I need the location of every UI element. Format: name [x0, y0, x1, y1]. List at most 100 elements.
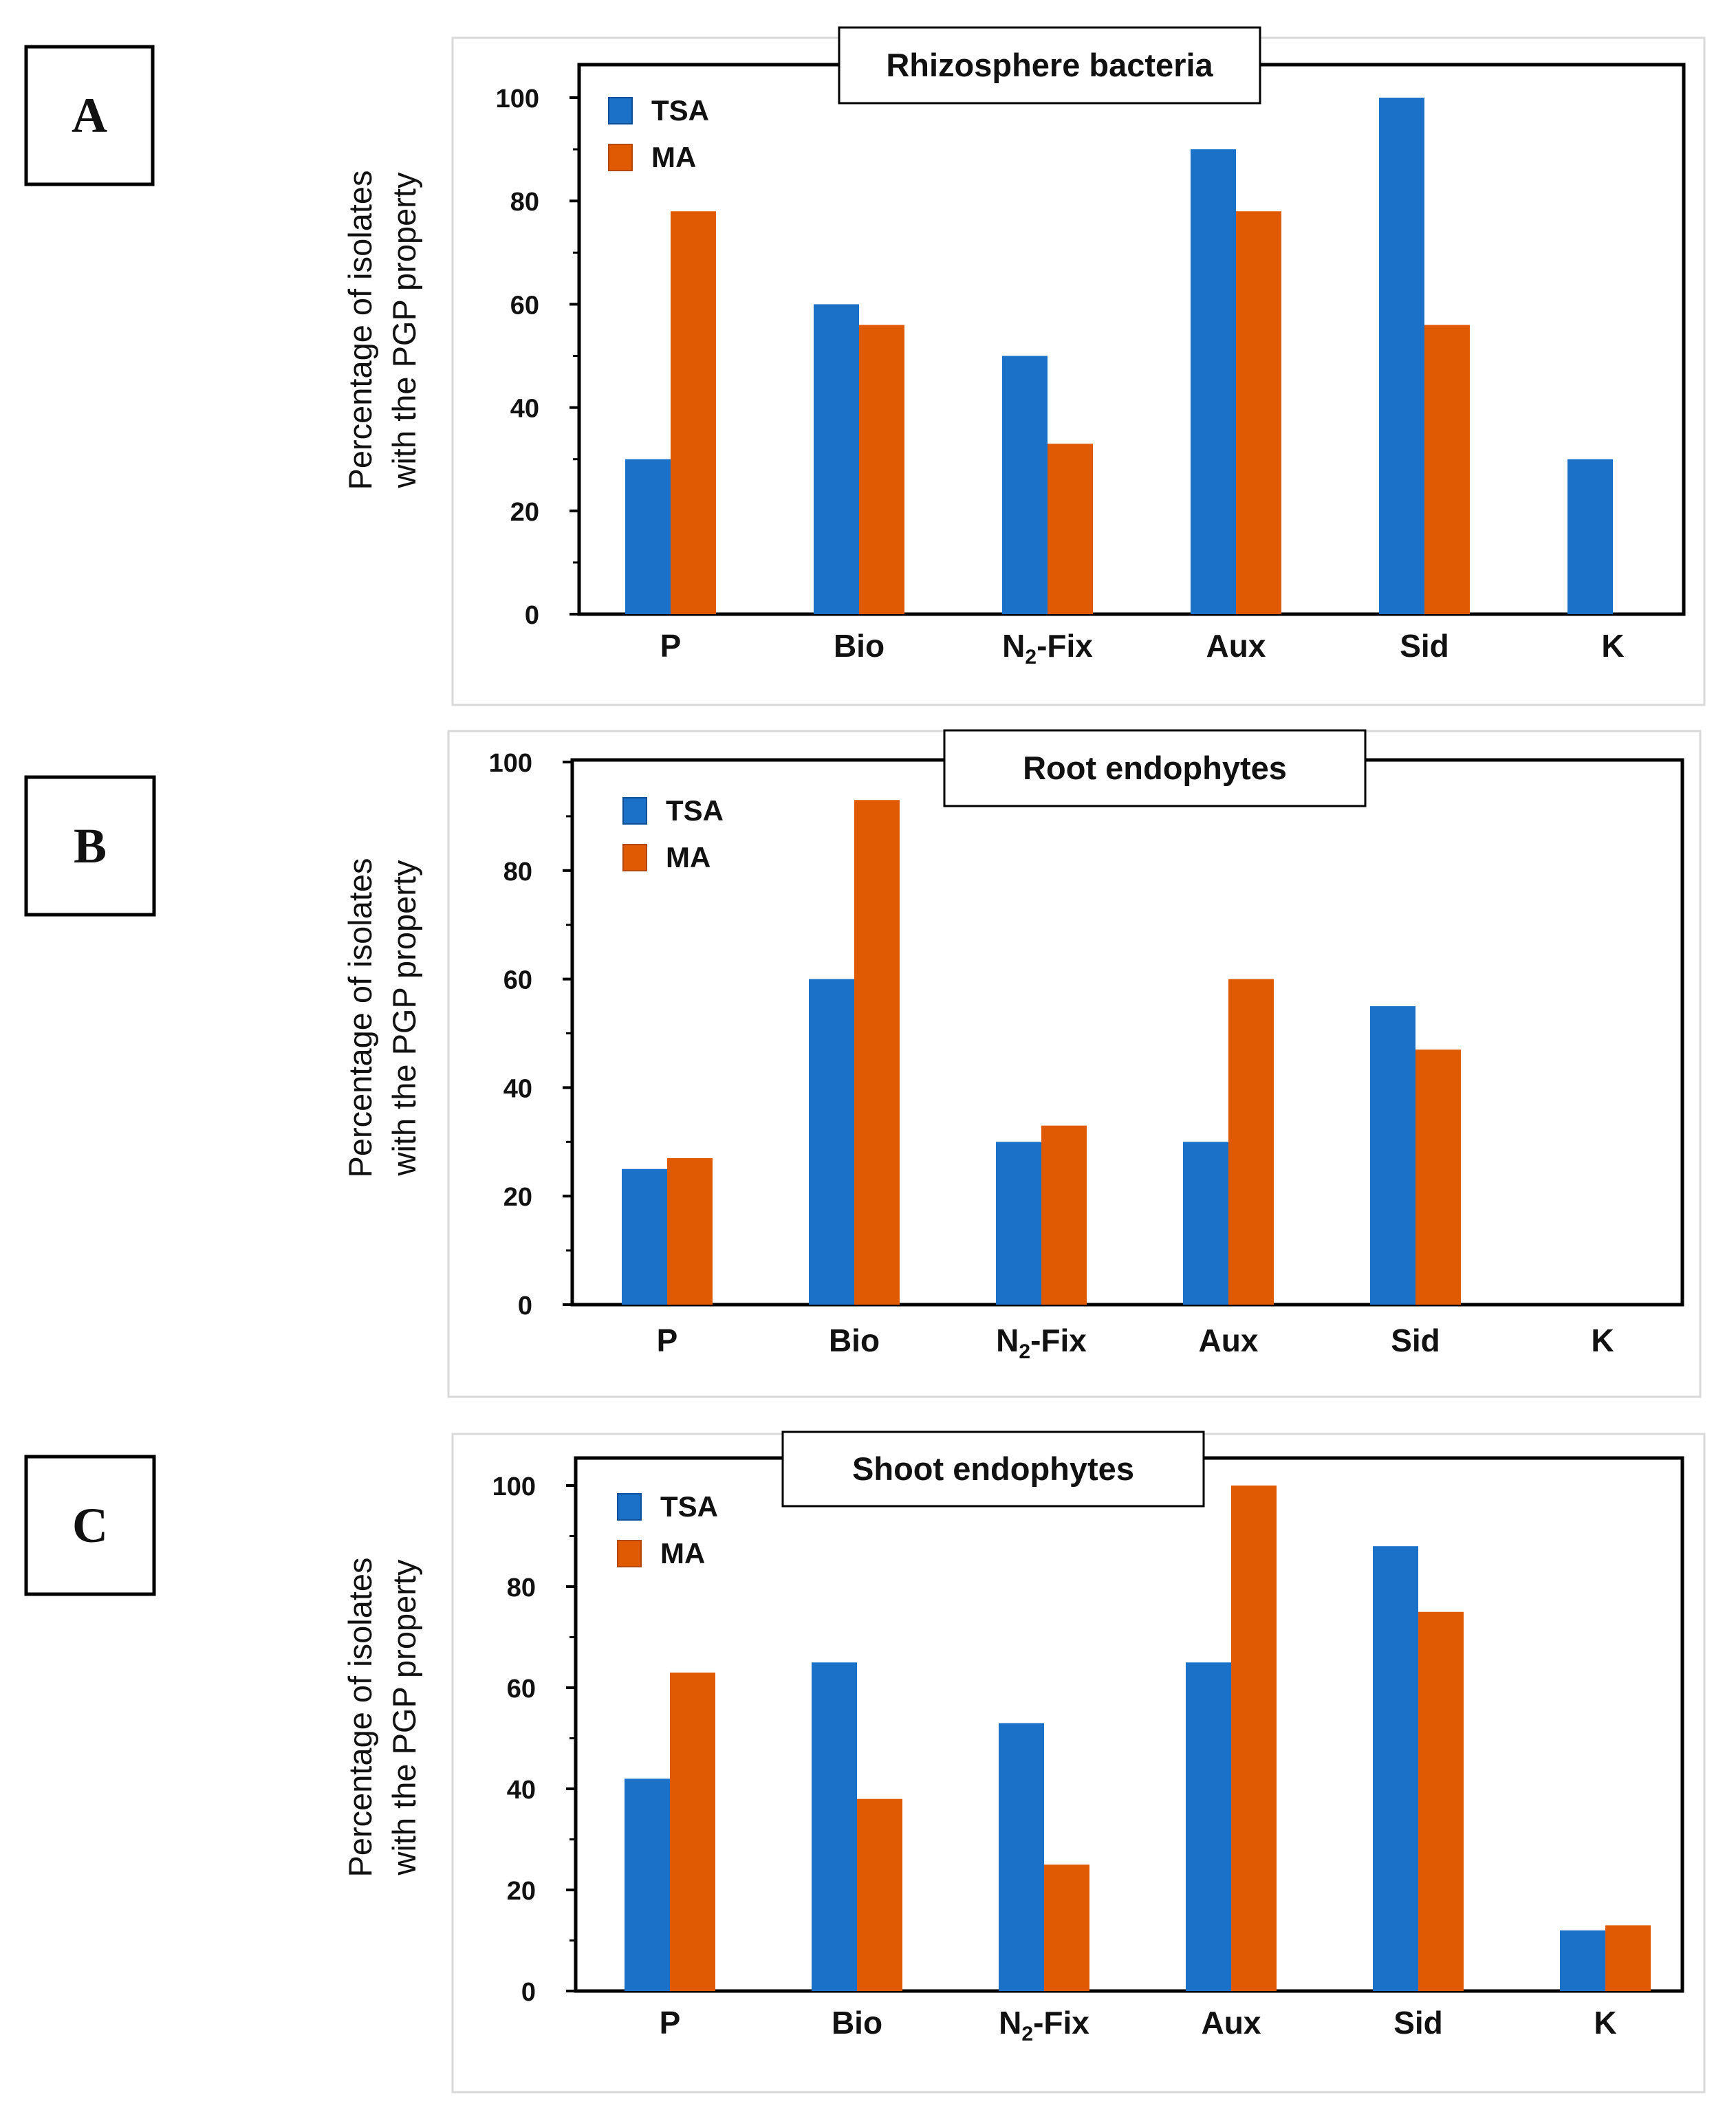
bar-ma-p [670, 1672, 715, 1991]
x-tick-label-main: K [1591, 1323, 1614, 1358]
bar-ma-k [1605, 1925, 1651, 1991]
x-tick-label-main: P [660, 2005, 681, 2041]
x-tick-label-main: Aux [1199, 1323, 1259, 1358]
bar-tsa-nfix [999, 1723, 1044, 1991]
bar-tsa-bio [809, 979, 854, 1305]
y-axis-label: Percentage of isolates with the PGP prope… [342, 858, 422, 1177]
x-tick-label: Bio [832, 2005, 882, 2041]
panel-letter-box [24, 45, 155, 186]
y-tick-label: 20 [510, 498, 539, 527]
y-axis-label-line-1: Percentage of isolates [342, 1557, 378, 1877]
x-tick-label-main: P [660, 628, 682, 664]
y-axis-label: Percentage of isolates with the PGP prope… [342, 1557, 422, 1877]
x-tick-label-main: Sid [1391, 1323, 1440, 1358]
y-tick-label: 60 [503, 966, 532, 995]
x-tick-label: P [660, 2005, 681, 2041]
x-tick-label-suffix: -Fix [1030, 1323, 1087, 1358]
y-axis-label-line-1: Percentage of isolates [342, 858, 378, 1177]
plot-area [574, 1456, 1684, 1993]
bar-ma-aux [1231, 1486, 1277, 1991]
plot-area [577, 63, 1686, 616]
x-tick-label-subscript: 2 [1025, 646, 1037, 668]
x-tick-label: P [660, 628, 682, 664]
bar-ma-aux [1236, 211, 1281, 615]
y-tick-label: 0 [525, 601, 539, 630]
legend-label-ma: MA [666, 841, 710, 873]
y-tick-label: 100 [489, 749, 532, 778]
x-tick-label: P [657, 1323, 678, 1358]
y-tick-label: 0 [518, 1292, 532, 1320]
x-tick-label-suffix: -Fix [1033, 2005, 1089, 2041]
x-tick-label-main: K [1601, 628, 1624, 664]
bar-ma-aux [1228, 979, 1274, 1305]
bar-ma-nfix [1044, 1864, 1089, 1991]
x-tick-label-suffix: -Fix [1037, 628, 1093, 664]
y-tick-label: 80 [503, 858, 532, 887]
chart-panel-c: C Percentage of isolates with the PGP prop… [24, 1431, 1706, 2093]
x-tick-label: Bio [834, 628, 885, 664]
x-tick-label-main: N [996, 1323, 1019, 1358]
chart-title-box [781, 1431, 1205, 1508]
y-axis-label-line-2: with the PGP property [386, 860, 422, 1176]
bar-tsa-bio [812, 1662, 857, 1991]
bar-tsa-k [1567, 459, 1613, 614]
y-tick-label: 60 [507, 1675, 536, 1704]
bar-ma-bio [854, 800, 900, 1305]
bar-tsa-p [625, 1779, 670, 1991]
y-tick-label: 80 [507, 1574, 536, 1602]
x-tick-label-main: Sid [1400, 628, 1449, 664]
bar-ma-sid [1415, 1049, 1461, 1305]
x-tick-label-main: P [657, 1323, 678, 1358]
legend-label-ma: MA [660, 1537, 705, 1569]
bar-ma-bio [859, 325, 904, 614]
y-tick-label: 20 [507, 1877, 536, 1906]
x-tick-label: N2-Fix [999, 2005, 1089, 2045]
x-tick-label: Aux [1202, 2005, 1261, 2041]
bar-tsa-sid [1370, 1006, 1415, 1305]
bar-tsa-p [625, 459, 671, 614]
panel-letter: A [72, 88, 107, 143]
bar-ma-sid [1424, 325, 1470, 614]
x-tick-label: Bio [829, 1323, 880, 1358]
x-tick-label-subscript: 2 [1021, 2023, 1033, 2045]
y-tick-label: 40 [510, 395, 539, 424]
x-tick-label: N2-Fix [996, 1323, 1087, 1363]
panel-letter: B [74, 818, 107, 873]
bar-ma-nfix [1041, 1125, 1087, 1305]
x-tick-label-main: Bio [834, 628, 885, 664]
x-tick-label: K [1591, 1323, 1614, 1358]
chart-title: Rhizosphere bacteria [886, 47, 1213, 83]
bar-ma-bio [857, 1798, 902, 1991]
bar-ma-p [667, 1157, 713, 1305]
chart-panel-b: B Percentage of isolates with the PGP prop… [24, 729, 1702, 1398]
legend-swatch-tsa [617, 1493, 642, 1521]
legend-label-tsa: TSA [666, 794, 724, 827]
bar-tsa-bio [814, 304, 859, 614]
chart-title-box [943, 729, 1367, 807]
y-tick-label: 40 [503, 1074, 532, 1103]
legend-swatch-ma [617, 1540, 642, 1567]
x-tick-label: Sid [1393, 2005, 1443, 2041]
x-tick-label-main: K [1594, 2005, 1616, 2041]
legend-swatch-ma [622, 844, 647, 871]
x-tick-label: Sid [1391, 1323, 1440, 1358]
bar-tsa-sid [1373, 1546, 1418, 1991]
legend-swatch-ma [608, 144, 633, 171]
bar-tsa-aux [1186, 1662, 1231, 1991]
bar-ma-sid [1418, 1611, 1464, 1991]
chart-title-box [838, 26, 1261, 105]
x-tick-label-subscript: 2 [1019, 1340, 1030, 1363]
x-tick-label-main: Bio [829, 1323, 880, 1358]
bar-tsa-p [622, 1168, 667, 1305]
x-tick-label: Sid [1400, 628, 1449, 664]
panel-letter: C [72, 1498, 108, 1553]
y-tick-label: 80 [510, 188, 539, 217]
y-tick-label: 0 [521, 1978, 536, 2007]
x-tick-label-main: Aux [1202, 2005, 1261, 2041]
x-tick-label-main: Aux [1206, 628, 1266, 664]
legend-swatch-tsa [622, 797, 647, 825]
bar-tsa-nfix [1002, 356, 1048, 614]
legend-label-tsa: TSA [651, 94, 709, 127]
x-tick-label: N2-Fix [1002, 628, 1093, 668]
